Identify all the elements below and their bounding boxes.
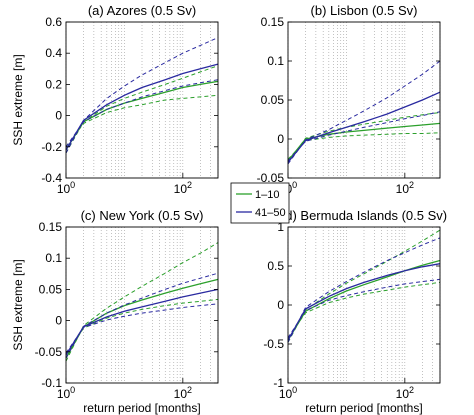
y-tick-label: 0	[55, 109, 62, 123]
series-line-green-solid	[287, 259, 441, 341]
series-line-green-dashed	[65, 65, 219, 154]
y-tick-label: 0.4	[45, 46, 62, 60]
panel-bermuda: -1 -0.5 0 0.5 1 100 102 (d) Bermuda Islands (0.…	[263, 208, 447, 415]
y-tick-label: 0	[277, 132, 284, 146]
series-line-blue-dashed	[287, 111, 441, 162]
series-line-blue-solid	[287, 91, 441, 163]
series-line-green-dashed	[287, 229, 441, 343]
series-line-blue-dashed	[65, 79, 219, 148]
y-tick-label: 0.1	[45, 251, 62, 265]
plot-frame	[65, 21, 219, 179]
y-tick-label: 0.05	[261, 93, 285, 107]
series-line-green-dashed	[65, 94, 219, 148]
panel-title: (a) Azores (0.5 Sv)	[88, 3, 196, 18]
y-tick-label: -0.5	[263, 337, 284, 351]
legend-label-41-50: 41–50	[255, 207, 286, 219]
x-tick-label: 102	[174, 180, 192, 196]
series-line-blue-dashed	[65, 272, 219, 359]
x-tick-label: 102	[396, 385, 414, 401]
series-line-blue-solid	[65, 288, 219, 356]
series-line-green-dashed	[65, 298, 219, 356]
y-tick-label: -0.2	[41, 140, 62, 154]
series-line-blue-solid	[65, 63, 219, 151]
y-tick-label: 0	[55, 314, 62, 328]
series-line-blue-solid	[287, 263, 441, 341]
y-tick-label: 0.6	[45, 15, 62, 29]
x-axis-label: return period [months]	[305, 401, 422, 415]
series-line-green-dashed	[65, 242, 219, 362]
y-tick-label: 0.5	[267, 259, 284, 273]
panel-azores: -0.4 -0.2 0 0.2 0.4 0.6 100 102 (a) Azores (0.5 …	[11, 3, 219, 196]
y-tick-label: 0.1	[267, 54, 284, 68]
series-line-green-dashed	[287, 132, 441, 160]
series-line-blue-dashed	[65, 303, 219, 354]
series-line-green-solid	[65, 80, 219, 151]
y-tick-label: 0.15	[261, 15, 285, 29]
series-line-blue-dashed	[287, 278, 441, 339]
series-line-blue-dashed	[65, 37, 219, 154]
legend: 1–10 41–50	[230, 182, 290, 224]
x-tick-label: 100	[57, 180, 75, 196]
y-tick-label: -1	[273, 376, 284, 390]
series-line-blue-dashed	[287, 237, 441, 343]
y-tick-label: -0.05	[35, 345, 63, 359]
y-tick-label: 0.2	[45, 77, 62, 91]
legend-box	[230, 182, 290, 224]
plot-frame	[65, 226, 219, 384]
panel-new-york: -0.1 -0.05 0 0.05 0.1 0.15 100 102 (c) New York …	[11, 208, 219, 415]
x-tick-label: 102	[174, 385, 192, 401]
y-tick-label: 0	[277, 298, 284, 312]
y-tick-label: -0.1	[41, 376, 62, 390]
y-tick-label: -0.4	[41, 171, 62, 185]
legend-label-1-10: 1–10	[255, 189, 279, 201]
panel-title: (b) Lisbon (0.5 Sv)	[311, 3, 418, 18]
x-tick-label: 100	[57, 385, 75, 401]
x-axis-label: return period [months]	[83, 401, 200, 415]
y-tick-label: 0.05	[39, 282, 63, 296]
y-tick-label: 0.15	[39, 220, 63, 234]
series-line-blue-dashed	[287, 60, 441, 165]
x-tick-label: 102	[396, 180, 414, 196]
panel-title: (c) New York (0.5 Sv)	[81, 208, 204, 223]
x-tick-label: 100	[279, 385, 297, 401]
y-axis-label: SSH extreme [m]	[11, 54, 25, 145]
panel-title: (d) Bermuda Islands (0.5 Sv)	[281, 208, 447, 223]
y-tick-label: -0.05	[257, 171, 285, 185]
y-tick-label: 1	[277, 220, 284, 234]
y-axis-label: SSH extreme [m]	[11, 259, 25, 350]
series-line-green-dashed	[287, 281, 441, 339]
